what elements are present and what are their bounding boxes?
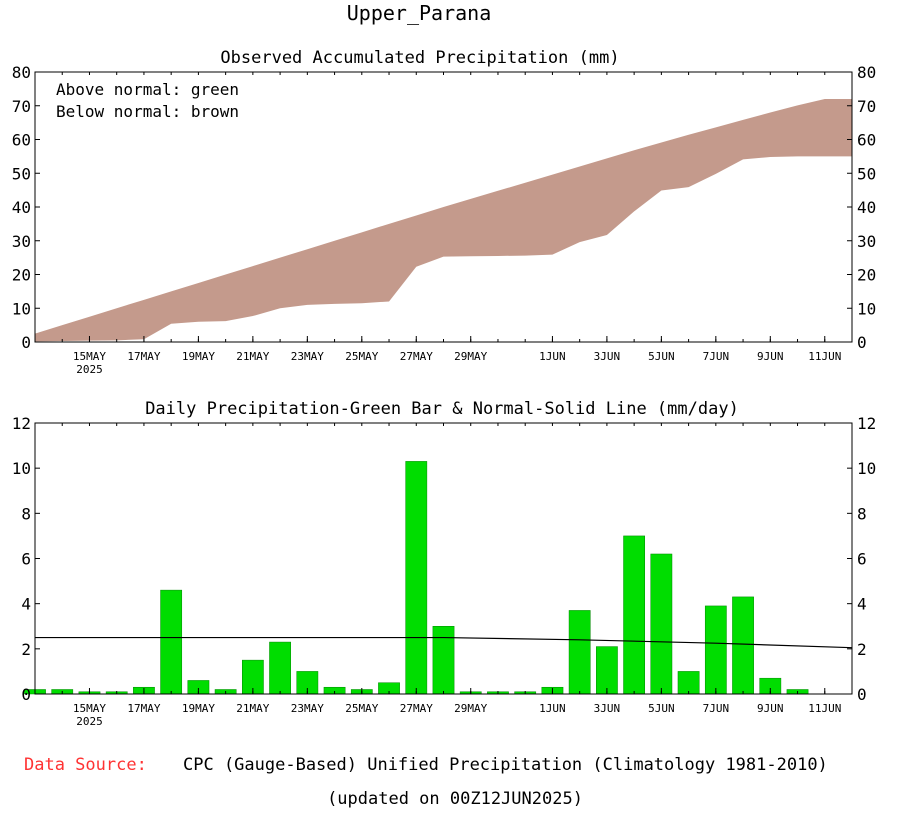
top-ytick-label-left: 30 xyxy=(12,232,31,251)
top-xtick-label: 25MAY xyxy=(345,350,378,363)
bottom-ytick-label-left: 2 xyxy=(21,640,31,659)
bottom-xtick-label: 29MAY xyxy=(454,702,487,715)
bottom-ytick-label-left: 0 xyxy=(21,685,31,704)
top-area-group xyxy=(35,99,852,342)
top-ytick-label-left: 10 xyxy=(12,299,31,318)
bottom-ytick-label-right: 4 xyxy=(857,595,867,614)
daily-precip-bar xyxy=(650,553,673,695)
bottom-xtick-label: 7JUN xyxy=(703,702,730,715)
bottom-ytick-label-right: 2 xyxy=(857,640,867,659)
daily-precip-bar xyxy=(568,610,591,695)
bottom-xtick-label: 9JUN xyxy=(757,702,784,715)
top-xtick-label: 11JUN xyxy=(808,350,841,363)
daily-precip-bar xyxy=(732,596,754,695)
data-source-text: CPC (Gauge-Based) Unified Precipitation … xyxy=(183,755,828,775)
top-axes-group: 0 0 10 10 20 20 30 30 40 40 50 50 60 60 70 70 80 80 15MAY 1… xyxy=(12,63,877,376)
bottom-xtick-label: 19MAY xyxy=(182,702,215,715)
top-xtick-label: 17MAY xyxy=(127,350,160,363)
bottom-axes-group: 0 0 2 2 4 4 6 6 8 8 10 10 12 12 15MAY 17MAY 19MAY 21MAY 23… xyxy=(12,414,877,728)
bottom-ytick-label-right: 6 xyxy=(857,550,867,569)
daily-precip-bar xyxy=(160,589,183,695)
legend-above: Above normal: green xyxy=(56,80,239,99)
top-xtick-label: 19MAY xyxy=(182,350,215,363)
top-xtick-label: 23MAY xyxy=(291,350,324,363)
daily-precip-bar xyxy=(677,671,700,695)
bottom-bars-group xyxy=(24,461,809,695)
below-normal-area xyxy=(35,99,852,342)
normal-daily-line xyxy=(35,636,853,649)
top-ytick-label-left: 20 xyxy=(12,266,31,285)
daily-precip-bar xyxy=(432,626,455,695)
top-ytick-label-right: 80 xyxy=(857,63,876,82)
updated-note: (updated on 00Z12JUN2025) xyxy=(327,789,583,809)
top-xtick-label: 29MAY xyxy=(454,350,487,363)
bottom-year-label: 2025 xyxy=(76,715,103,728)
bottom-xtick-label: 17MAY xyxy=(127,702,160,715)
bottom-ytick-label-left: 8 xyxy=(21,504,31,523)
top-ytick-label-right: 20 xyxy=(857,266,876,285)
daily-precip-bar xyxy=(596,646,618,695)
bottom-xtick-label: 5JUN xyxy=(648,702,675,715)
top-xtick-label: 21MAY xyxy=(236,350,269,363)
top-xtick-label: 7JUN xyxy=(703,350,730,363)
bottom-xtick-label: 11JUN xyxy=(808,702,841,715)
daily-precip-bar xyxy=(623,535,646,695)
top-ytick-label-left: 80 xyxy=(12,63,31,82)
bottom-ytick-label-left: 4 xyxy=(21,595,31,614)
top-year-label: 2025 xyxy=(76,363,103,376)
top-ytick-label-right: 60 xyxy=(857,131,876,150)
top-ytick-label-right: 40 xyxy=(857,198,876,217)
top-ytick-label-right: 70 xyxy=(857,97,876,116)
bottom-ytick-label-right: 0 xyxy=(857,685,867,704)
bottom-ytick-label-left: 10 xyxy=(12,459,31,478)
data-source-label: Data Source: xyxy=(24,755,147,775)
bottom-ytick-label-right: 8 xyxy=(857,504,867,523)
top-xtick-label: 3JUN xyxy=(594,350,621,363)
daily-precip-bar xyxy=(405,461,428,695)
top-ytick-label-left: 60 xyxy=(12,131,31,150)
bottom-xtick-label: 3JUN xyxy=(594,702,621,715)
bottom-ytick-label-right: 10 xyxy=(857,459,876,478)
top-xtick-label: 5JUN xyxy=(648,350,675,363)
top-xtick-label: 27MAY xyxy=(400,350,433,363)
bottom-normal-line-group xyxy=(35,636,853,649)
bottom-xtick-label: 25MAY xyxy=(345,702,378,715)
top-chart-title: Observed Accumulated Precipitation (mm) xyxy=(220,48,619,68)
top-ytick-label-left: 50 xyxy=(12,164,31,183)
region-title: Upper_Parana xyxy=(347,1,492,25)
bottom-ytick-label-left: 12 xyxy=(12,414,31,433)
legend-below: Below normal: brown xyxy=(56,102,239,121)
bottom-xtick-label: 1JUN xyxy=(539,702,566,715)
top-ytick-label-right: 10 xyxy=(857,299,876,318)
bottom-xtick-label: 15MAY xyxy=(73,702,106,715)
top-ytick-label-left: 0 xyxy=(21,333,31,352)
bottom-chart-title: Daily Precipitation-Green Bar & Normal-S… xyxy=(145,399,739,419)
top-ytick-label-right: 30 xyxy=(857,232,876,251)
bottom-xtick-label: 27MAY xyxy=(400,702,433,715)
top-ytick-label-left: 40 xyxy=(12,198,31,217)
top-xtick-label: 9JUN xyxy=(757,350,784,363)
bottom-ytick-label-left: 6 xyxy=(21,550,31,569)
bottom-xtick-label: 21MAY xyxy=(236,702,269,715)
top-ytick-label-left: 70 xyxy=(12,97,31,116)
bottom-ytick-label-right: 12 xyxy=(857,414,876,433)
top-ytick-label-right: 0 xyxy=(857,333,867,352)
daily-precip-bar xyxy=(704,605,727,695)
top-ytick-label-right: 50 xyxy=(857,164,876,183)
top-xtick-label: 1JUN xyxy=(539,350,566,363)
bottom-xtick-label: 23MAY xyxy=(291,702,324,715)
top-xtick-label: 15MAY xyxy=(73,350,106,363)
daily-precip-bar xyxy=(269,641,291,695)
